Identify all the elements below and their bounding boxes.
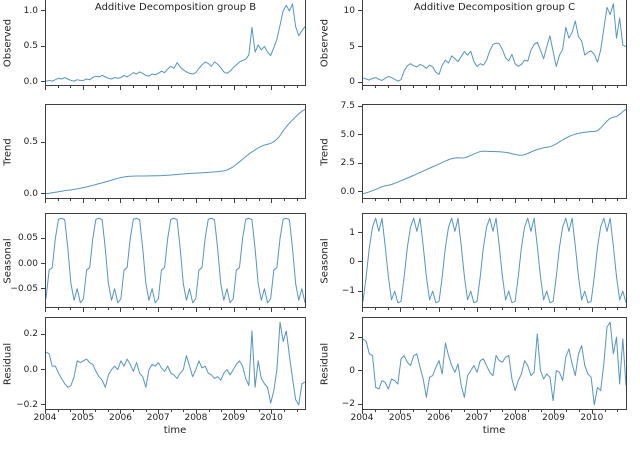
- series-line-observed-group-c: [363, 3, 626, 82]
- panel-trend-group-b: Trend: [3, 104, 306, 199]
- panel-seasonal-group-c: Seasonal: [320, 213, 627, 308]
- panel-seasonal-group-b: Seasonal: [3, 213, 306, 308]
- x-axis-label-time-left: time: [163, 425, 187, 436]
- series-line-residual-group-b: [46, 321, 305, 406]
- panel-residual-group-c: Residual: [320, 317, 627, 410]
- x-tick-year: 2010: [259, 413, 283, 423]
- y-axis-label-residual: Residual: [319, 342, 331, 385]
- series-line-seasonal-group-c: [363, 217, 626, 304]
- x-tick-year: 2009: [542, 413, 566, 423]
- x-tick-year: 2007: [465, 413, 489, 423]
- x-tick-year: 2009: [222, 413, 246, 423]
- panel-observed-group-b: Additive Decomposition group B Observed: [3, 0, 306, 86]
- series-line-observed-group-b: [46, 3, 305, 82]
- chart-title-group-b: Additive Decomposition group B: [94, 2, 257, 13]
- x-tick-year: 2004: [33, 413, 57, 423]
- series-line-trend-group-b: [46, 108, 305, 195]
- panel-observed-group-c: Additive Decomposition group C Observed: [320, 0, 627, 86]
- x-tick-year: 2008: [503, 413, 527, 423]
- x-tick-year: 2010: [580, 413, 604, 423]
- series-line-trend-group-c: [363, 108, 626, 195]
- series-line-seasonal-group-b: [46, 217, 305, 304]
- x-tick-year: 2005: [71, 413, 95, 423]
- x-tick-year: 2006: [109, 413, 132, 423]
- x-tick-year: 2006: [427, 413, 451, 423]
- x-tick-year: 2004: [350, 413, 374, 423]
- y-axis-label-residual: Residual: [2, 342, 14, 385]
- x-tick-year: 2007: [146, 413, 170, 423]
- series-line-residual-group-c: [363, 321, 626, 406]
- x-axis-label-time-right: time: [482, 425, 506, 436]
- panel-residual-group-b: Residual: [3, 317, 306, 410]
- x-tick-year: 2008: [184, 413, 208, 423]
- panel-trend-group-c: Trend: [320, 104, 627, 199]
- chart-title-group-c: Additive Decomposition group C: [413, 2, 576, 13]
- x-tick-year: 2005: [388, 413, 412, 423]
